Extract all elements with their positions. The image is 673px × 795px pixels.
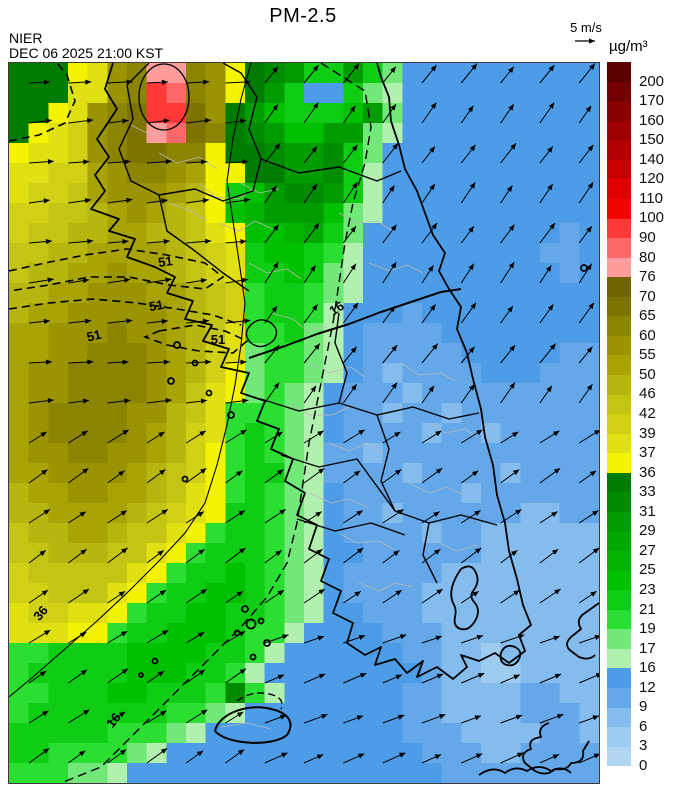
colorbar-tick-label: 21 bbox=[639, 600, 656, 618]
colorbar-segment bbox=[607, 355, 631, 375]
colorbar-segment bbox=[607, 316, 631, 336]
colorbar-segment bbox=[607, 453, 631, 473]
colorbar-segment bbox=[607, 688, 631, 708]
colorbar-segment bbox=[607, 81, 631, 102]
colorbar-tick-label: 70 bbox=[639, 287, 656, 305]
colorbar-tick-label: 110 bbox=[639, 189, 663, 207]
colorbar-tick-label: 140 bbox=[639, 150, 665, 168]
wind-reference-arrow-icon bbox=[575, 38, 595, 44]
concentration-field bbox=[9, 63, 599, 783]
colorbar-segment bbox=[607, 609, 631, 630]
page-title: PM-2.5 bbox=[269, 5, 337, 27]
legend-colorbar: 200 170 160 150 140 120 110 100 90 80 76 70 65 60 55 50… bbox=[607, 62, 673, 774]
colorbar-tick-label: 100 bbox=[639, 209, 665, 227]
contour-label: 51 bbox=[85, 327, 103, 345]
colorbar-segment bbox=[607, 140, 631, 160]
colorbar-segment bbox=[607, 648, 631, 669]
colorbar-segment bbox=[607, 257, 631, 278]
colorbar-tick-label: 23 bbox=[639, 581, 656, 598]
colorbar-tick-label: 39 bbox=[639, 424, 656, 442]
colorbar-tick-label: 50 bbox=[639, 365, 656, 383]
colorbar-segment bbox=[607, 511, 631, 532]
colorbar-tick-label: 55 bbox=[639, 346, 656, 364]
colorbar-segment bbox=[607, 570, 631, 591]
colorbar-tick-label: 0 bbox=[639, 757, 648, 774]
colorbar-tick-label: 200 bbox=[639, 72, 665, 90]
colorbar-segment bbox=[607, 394, 631, 415]
colorbar-segment bbox=[607, 101, 631, 121]
colorbar-tick-label: 29 bbox=[639, 522, 656, 540]
colorbar-tick-label: 16 bbox=[639, 659, 656, 677]
wind-reference: 5 m/s bbox=[556, 20, 616, 46]
colorbar-segment bbox=[607, 590, 631, 610]
colorbar-tick-label: 19 bbox=[639, 620, 656, 638]
colorbar-segment bbox=[607, 277, 631, 297]
units-label: µg/m³ bbox=[609, 38, 648, 55]
colorbar-segment bbox=[607, 238, 631, 258]
colorbar-tick-label: 80 bbox=[639, 248, 656, 266]
colorbar-segment bbox=[607, 218, 631, 239]
colorbar-tick-label: 25 bbox=[639, 561, 656, 579]
colorbar-tick-label: 3 bbox=[639, 737, 648, 755]
contour-label: 51 bbox=[148, 297, 165, 314]
colorbar-segment bbox=[607, 629, 631, 649]
colorbar-tick-label: 27 bbox=[639, 541, 656, 559]
contour-label: 16 bbox=[327, 298, 347, 318]
colorbar-segment bbox=[607, 120, 631, 141]
colorbar-segment bbox=[607, 727, 631, 747]
agency-label: NIER bbox=[9, 30, 43, 46]
colorbar-tick-label: 170 bbox=[639, 92, 665, 110]
contour-label: 51 bbox=[211, 332, 225, 347]
colorbar-segment bbox=[607, 296, 631, 317]
colorbar-tick-label: 150 bbox=[639, 131, 665, 149]
colorbar-tick-label: 17 bbox=[639, 639, 656, 657]
colorbar-segment bbox=[607, 433, 631, 454]
colorbar-segment bbox=[607, 335, 631, 356]
contour-label: 51 bbox=[157, 253, 173, 270]
colorbar-tick-label: 46 bbox=[639, 385, 656, 403]
coastlines bbox=[90, 63, 532, 680]
colorbar-segment bbox=[607, 531, 631, 552]
colorbar-segment bbox=[607, 375, 631, 395]
wind-vector-arrows bbox=[28, 63, 599, 764]
colorbar-segment bbox=[607, 179, 631, 199]
colorbar-tick-label: 36 bbox=[639, 463, 656, 481]
islands bbox=[138, 264, 599, 776]
colorbar-segment bbox=[607, 492, 631, 512]
colorbar-tick-label: 90 bbox=[639, 229, 656, 246]
colorbar-segment bbox=[607, 668, 631, 688]
contour-lines bbox=[9, 63, 372, 783]
colorbar-tick-label: 6 bbox=[639, 717, 648, 735]
colorbar-segment bbox=[607, 707, 631, 728]
colorbar-tick-label: 65 bbox=[639, 307, 656, 325]
colorbar-segment bbox=[607, 159, 631, 180]
county-boundaries bbox=[130, 124, 478, 730]
colorbar-tick-label: 33 bbox=[639, 483, 656, 501]
colorbar-segment bbox=[607, 198, 631, 219]
colorbar-tick-label: 120 bbox=[639, 170, 665, 188]
weather-map: 51 51 51 51 16 16 36 bbox=[8, 62, 600, 784]
colorbar-tick-label: 42 bbox=[639, 405, 656, 422]
colorbar-tick-label: 12 bbox=[639, 678, 656, 696]
datetime-label: DEC 06 2025 21:00 KST bbox=[9, 45, 164, 61]
colorbar-tick-label: 160 bbox=[639, 111, 665, 129]
colorbar-segment bbox=[607, 414, 631, 434]
colorbar-segment bbox=[607, 551, 631, 571]
colorbar-segment bbox=[607, 746, 631, 767]
colorbar-tick-label: 9 bbox=[639, 698, 648, 716]
colorbar-tick-label: 76 bbox=[639, 268, 656, 286]
wind-reference-label: 5 m/s bbox=[570, 20, 602, 35]
colorbar-tick-label: 37 bbox=[639, 444, 656, 462]
colorbar-segment bbox=[607, 62, 631, 82]
colorbar-tick-label: 31 bbox=[639, 502, 656, 520]
colorbar-tick-label: 60 bbox=[639, 326, 656, 344]
colorbar-strip bbox=[607, 62, 631, 767]
colorbar-segment bbox=[607, 472, 631, 493]
